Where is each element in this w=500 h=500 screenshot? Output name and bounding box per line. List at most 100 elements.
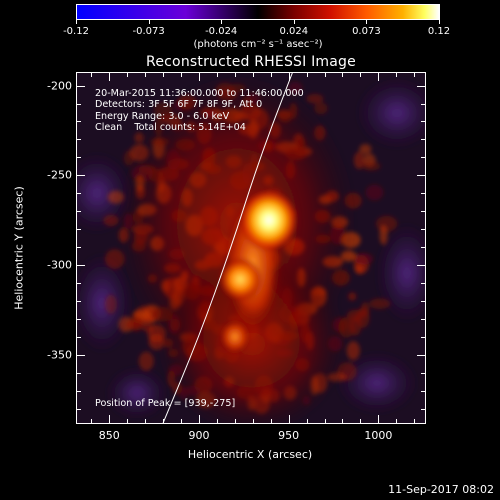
x-minor-tick	[396, 419, 398, 423]
solar-limb-curve	[162, 73, 293, 423]
x-tick-bottom	[109, 415, 111, 423]
x-minor-tick	[181, 73, 183, 77]
colorbar-tick-label: -0.12	[63, 26, 89, 37]
x-tick-bottom	[288, 415, 290, 423]
x-minor-tick	[91, 419, 93, 423]
x-minor-tick	[324, 419, 326, 423]
x-tick-bottom	[378, 415, 380, 423]
y-minor-tick	[77, 318, 81, 320]
x-tick-label: 1000	[364, 429, 393, 442]
colorbar-tick-label: 0.073	[352, 26, 381, 37]
info-energy-range: Energy Range: 3.0 - 6.0 keV	[95, 111, 230, 122]
x-minor-tick	[163, 73, 165, 77]
texture-blob	[346, 341, 360, 361]
colorbar-tick	[293, 20, 295, 24]
y-axis-label: Heliocentric Y (arcsec)	[12, 186, 26, 310]
y-minor-tick	[421, 139, 425, 141]
y-minor-tick	[77, 390, 81, 392]
y-tick-left	[77, 354, 85, 356]
colorbar-unit: (photons cm⁻² s⁻¹ asec⁻²)	[193, 39, 323, 50]
texture-blob	[349, 316, 362, 336]
y-minor-tick	[421, 318, 425, 320]
peak-position-label: Position of Peak = [939,-275]	[95, 398, 236, 409]
colorbar-tick	[366, 20, 368, 24]
x-minor-tick	[127, 419, 129, 423]
y-minor-tick	[421, 229, 425, 231]
texture-blob	[103, 214, 119, 227]
y-tick-right	[417, 354, 425, 356]
x-minor-tick	[324, 73, 326, 77]
colorbar-tick-label: -0.073	[132, 26, 165, 37]
y-minor-tick	[77, 283, 81, 284]
x-minor-tick	[252, 73, 254, 77]
x-tick-top	[198, 73, 200, 81]
colorbar-tick	[221, 20, 223, 24]
texture-blob	[365, 184, 384, 201]
texture-blob	[306, 93, 324, 104]
x-minor-tick	[414, 419, 416, 423]
texture-blob	[138, 351, 154, 371]
y-minor-tick	[421, 121, 425, 123]
y-minor-tick	[77, 372, 81, 374]
colorbar-tick-label: 0.024	[279, 26, 309, 37]
y-minor-tick	[421, 103, 425, 105]
texture-blob	[314, 102, 328, 115]
y-minor-tick	[421, 336, 425, 338]
x-minor-tick	[270, 73, 272, 77]
texture-blob	[361, 302, 370, 317]
y-minor-tick	[421, 193, 425, 195]
y-minor-tick	[421, 408, 425, 410]
secondary-source	[218, 257, 263, 302]
texture-blob	[379, 224, 388, 245]
y-minor-tick	[421, 247, 425, 249]
x-tick-top	[109, 73, 111, 81]
y-minor-tick	[77, 103, 81, 105]
x-minor-tick	[342, 73, 344, 77]
x-minor-tick	[216, 73, 218, 77]
y-tick-label: -250	[47, 168, 72, 182]
y-minor-tick	[77, 408, 81, 410]
image-panel: 20-Mar-2015 11:36:00.000 to 11:46:00.000…	[76, 72, 426, 424]
y-tick-left	[77, 85, 85, 87]
texture-blob	[361, 161, 381, 171]
x-minor-tick	[91, 73, 93, 77]
x-minor-tick	[270, 419, 272, 423]
y-minor-tick	[421, 372, 425, 374]
plot-title: Reconstructed RHESSI Image	[146, 54, 356, 70]
x-minor-tick	[127, 73, 129, 77]
y-minor-tick	[77, 247, 81, 249]
texture-blob	[125, 319, 144, 331]
y-minor-tick	[77, 139, 81, 141]
x-minor-tick	[306, 419, 308, 423]
colorbar-tick	[76, 20, 77, 24]
y-tick-right	[417, 85, 425, 87]
x-tick-top	[378, 73, 380, 81]
info-detectors: Detectors: 3F 5F 6F 7F 8F 9F, Att 0	[95, 99, 263, 110]
y-minor-tick	[421, 390, 425, 392]
x-minor-tick	[145, 419, 147, 423]
peak-source	[238, 188, 299, 253]
image-svg	[77, 73, 425, 423]
x-minor-tick	[360, 419, 362, 423]
x-minor-tick	[145, 73, 147, 77]
y-tick-right	[417, 265, 425, 267]
colorbar-tick-label: -0.024	[205, 26, 238, 37]
info-clean-counts: Clean Total counts: 5.14E+04	[95, 122, 246, 133]
texture-blob	[359, 144, 372, 155]
texture-blob	[105, 294, 117, 314]
x-minor-tick	[360, 73, 362, 77]
x-tick-label: 900	[188, 429, 210, 442]
y-minor-tick	[421, 300, 425, 302]
y-tick-left	[77, 265, 85, 267]
colorbar-tick	[148, 20, 150, 24]
x-axis-label: Heliocentric X (arcsec)	[187, 448, 313, 461]
y-tick-label: -300	[47, 258, 72, 272]
y-minor-tick	[77, 336, 81, 338]
x-minor-tick	[163, 419, 165, 423]
y-minor-tick	[77, 157, 81, 159]
x-minor-tick	[396, 73, 398, 77]
y-minor-tick	[421, 283, 425, 284]
y-tick-label: -350	[47, 348, 72, 362]
x-tick-top	[288, 73, 290, 81]
